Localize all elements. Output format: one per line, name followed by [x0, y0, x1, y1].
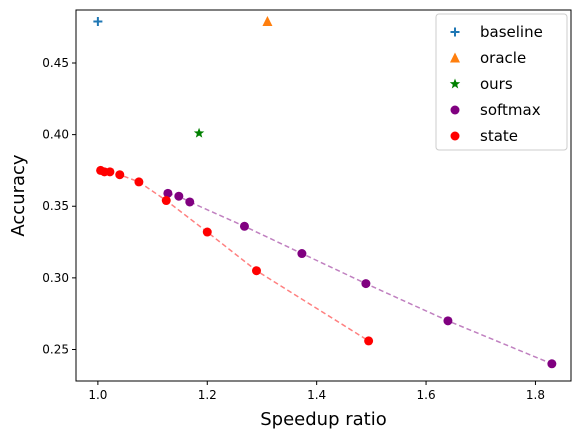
- y-tick-label: 0.30: [42, 271, 69, 285]
- softmax-trend-line: [168, 193, 552, 363]
- state-trend-line: [101, 170, 369, 340]
- ours-point: [194, 128, 204, 138]
- legend-label: softmax: [480, 101, 541, 119]
- x-tick-label: 1.8: [526, 388, 545, 402]
- softmax-point: [361, 279, 370, 288]
- state-point: [203, 228, 212, 237]
- series-softmax: [163, 189, 556, 368]
- softmax-point: [185, 197, 194, 206]
- state-point: [134, 177, 143, 186]
- series-state: [96, 166, 373, 345]
- legend-label: oracle: [480, 49, 526, 67]
- legend-label: ours: [480, 75, 513, 93]
- series-ours: [194, 128, 204, 138]
- x-axis-label: Speedup ratio: [260, 409, 386, 430]
- state-point: [364, 336, 373, 345]
- softmax-point: [443, 316, 452, 325]
- y-axis-label: Accuracy: [8, 154, 29, 237]
- y-axis-ticks: 0.25 0.30 0.35 0.40 0.45: [42, 56, 76, 356]
- legend: baseline oracle ours softmax state: [436, 14, 567, 150]
- legend-label: baseline: [480, 23, 543, 41]
- softmax-point: [547, 359, 556, 368]
- legend-marker: [451, 106, 460, 115]
- y-tick-label: 0.25: [42, 342, 69, 356]
- x-tick-label: 1.0: [88, 388, 107, 402]
- x-tick-label: 1.4: [307, 388, 326, 402]
- legend-marker: [451, 132, 460, 141]
- state-point: [105, 167, 114, 176]
- softmax-point: [174, 192, 183, 201]
- y-tick-label: 0.45: [42, 56, 69, 70]
- y-tick-label: 0.35: [42, 199, 69, 213]
- state-point: [162, 196, 171, 205]
- softmax-point: [297, 249, 306, 258]
- baseline-point: [93, 17, 102, 26]
- state-point: [252, 266, 261, 275]
- softmax-point: [240, 222, 249, 231]
- state-point: [115, 170, 124, 179]
- x-tick-label: 1.6: [417, 388, 436, 402]
- series-baseline: [93, 17, 102, 26]
- y-tick-label: 0.40: [42, 128, 69, 142]
- oracle-point: [262, 16, 272, 26]
- series-oracle: [262, 16, 272, 26]
- legend-label: state: [480, 127, 518, 145]
- x-tick-label: 1.2: [198, 388, 217, 402]
- x-axis-ticks: 1.0 1.2 1.4 1.6 1.8: [88, 381, 545, 402]
